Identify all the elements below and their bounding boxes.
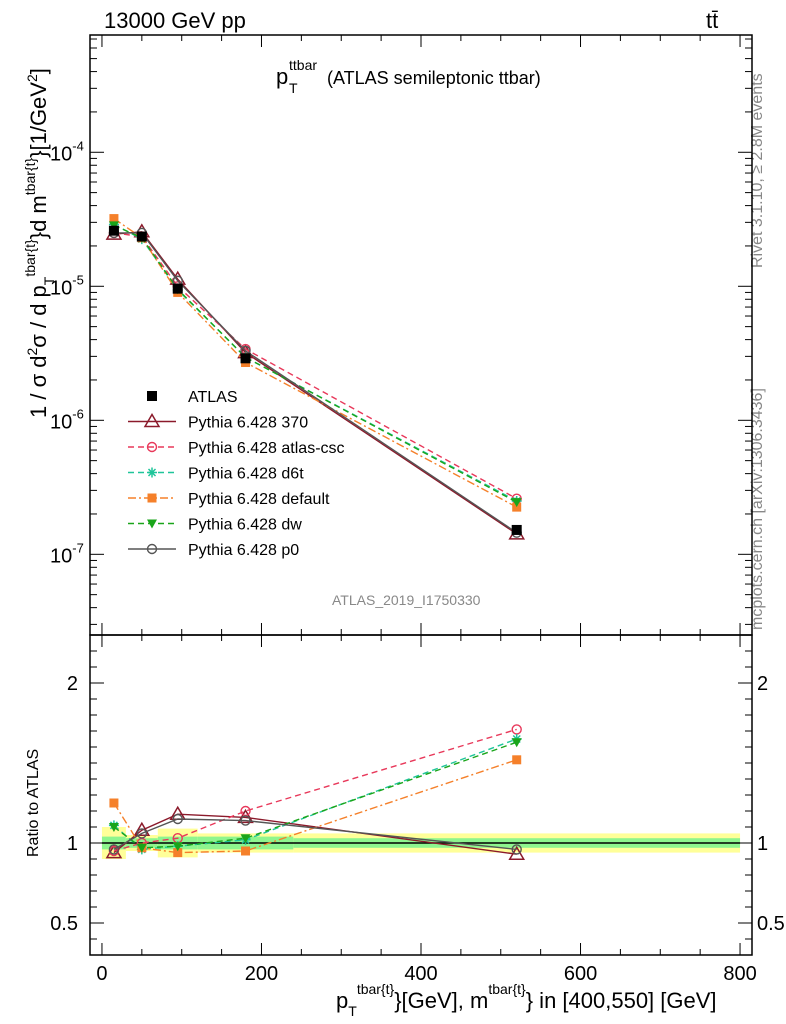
x-tick-label: 200 — [245, 963, 278, 985]
data-point-ATLAS — [136, 231, 147, 242]
ratio-point-default — [109, 798, 119, 808]
ratio-point-atlas_csc — [511, 724, 522, 735]
ratio-line-p0 — [113, 818, 517, 851]
legend-label-dw: Pythia 6.428 dw — [188, 517, 302, 534]
legend-label-atlas_csc: Pythia 6.428 atlas-csc — [188, 440, 345, 457]
series-line-dw — [113, 224, 518, 503]
legend-marker-atlas_csc — [146, 441, 158, 453]
title-sub: T — [289, 80, 298, 96]
ratio-y-tick-label: 0.5 — [50, 913, 78, 935]
legend-label-p370: Pythia 6.428 370 — [188, 415, 308, 432]
legend-marker-p0 — [146, 543, 158, 555]
process-label: tt̄ — [706, 8, 718, 33]
ratio-point-p0 — [136, 828, 148, 839]
ratio-point-dw — [136, 843, 147, 853]
data-point-ATLAS — [240, 353, 251, 364]
ratio-y-tick-label-right: 2 — [757, 673, 768, 695]
ratio-point-default — [173, 848, 183, 858]
ratio-point-p0 — [172, 813, 183, 825]
title-sup: ttbar — [289, 57, 317, 73]
main-y-axis-label: 1 / σ d2σ / d pTtbar{t}}d mtbar{t}}[1/Ge… — [22, 68, 57, 418]
legend-marker-default — [147, 493, 157, 503]
ratio-line-default — [113, 759, 517, 854]
x-tick-label: 0 — [96, 963, 107, 985]
legend-marker-ATLAS — [147, 391, 157, 401]
series-line-d6t — [113, 223, 518, 502]
ratio-point-p370 — [133, 821, 151, 836]
data-point-ATLAS — [172, 283, 183, 294]
series-line-default — [113, 218, 518, 508]
svg-text:pTtbar{t}}[GeV], mtbar{t}} in: pTtbar{t}}[GeV], mtbar{t}} in [400,550] … — [336, 981, 717, 1019]
ratio-line-atlas_csc — [113, 728, 517, 852]
ratio-point-dw — [240, 834, 251, 844]
ratio-y-axis-label: Ratio to ATLAS — [25, 749, 42, 857]
ratio-point-dw — [108, 823, 119, 832]
svg-text:1 / σ d2σ / d pTtbar{t}}d mtba: 1 / σ d2σ / d pTtbar{t}}d mtbar{t}}[1/Ge… — [22, 68, 57, 418]
series-line-atlas_csc — [113, 232, 518, 500]
legend-marker-d6t — [147, 467, 157, 478]
y-tick-label: 10-6 — [50, 406, 84, 433]
x-tick-label: 400 — [404, 963, 437, 985]
ratio-point-dw — [172, 842, 183, 852]
legend-marker-p370 — [143, 413, 161, 428]
ratio-y-tick-label: 1 — [67, 833, 78, 855]
legend-label-p0: Pythia 6.428 p0 — [188, 542, 299, 559]
legend-marker-dw — [147, 519, 157, 529]
title-rest: (ATLAS semileptonic ttbar) — [327, 68, 541, 88]
data-point-default — [109, 214, 119, 224]
ratio-y-tick-label: 2 — [67, 673, 78, 695]
data-point-dw — [511, 498, 522, 508]
data-point-ATLAS — [511, 524, 522, 535]
y-tick-label: 10-7 — [50, 540, 84, 567]
legend-label-ATLAS: ATLAS — [188, 389, 238, 406]
ratio-point-default — [241, 846, 251, 856]
main-plot-title: p T ttbar (ATLAS semileptonic ttbar) — [276, 57, 541, 96]
ratio-point-default — [512, 755, 522, 765]
y-tick-label: 10-4 — [50, 138, 84, 165]
ratio-point-p0 — [511, 844, 522, 855]
x-tick-label: 600 — [564, 963, 597, 985]
series-line-p0 — [113, 232, 518, 534]
x-axis-label: pTtbar{t}}[GeV], mtbar{t}} in [400,550] … — [336, 981, 717, 1019]
ratio-plot-frame — [89, 634, 753, 956]
legend: ATLAS Pythia 6.428 370 Pythia 6.428 atlas-… — [128, 389, 345, 559]
ratio-point-p370 — [237, 808, 254, 824]
ratio-point-p0 — [108, 844, 120, 855]
x-tick-label: 800 — [723, 963, 756, 985]
ratio-point-p0 — [240, 815, 251, 826]
ratio-y-tick-label-right: 0.5 — [757, 913, 785, 935]
legend-label-d6t: Pythia 6.428 d6t — [188, 466, 304, 483]
ratio-y-tick-label-right: 1 — [757, 833, 768, 855]
legend-label-default: Pythia 6.428 default — [188, 491, 330, 508]
source-label: mcplots.cern.ch [arXiv:1306.3436] — [749, 388, 766, 630]
analysis-tag: ATLAS_2019_I1750330 — [332, 592, 481, 608]
y-tick-label: 10-5 — [50, 272, 84, 299]
rivet-version-label: Rivet 3.1.10, ≥ 2.8M events — [749, 73, 766, 268]
ratio-point-dw — [511, 738, 522, 748]
energy-label: 13000 GeV pp — [104, 8, 246, 33]
title-main: p — [276, 64, 288, 89]
data-point-ATLAS — [108, 225, 119, 236]
